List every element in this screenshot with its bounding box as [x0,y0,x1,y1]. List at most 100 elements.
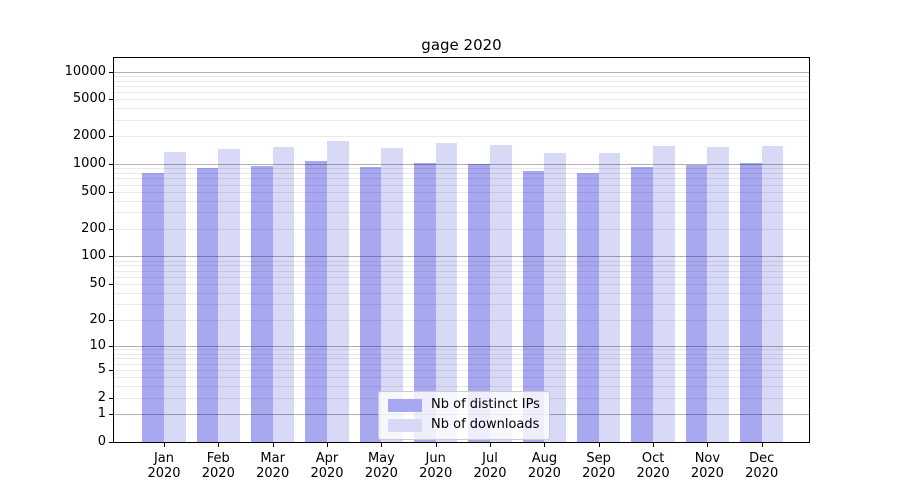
minor-gridline [114,85,809,87]
minor-gridline [114,212,809,214]
x-tick-label: Jun 2020 [419,451,453,481]
bar-downloads [327,140,349,442]
legend-swatch-downloads [388,418,422,432]
y-tick-label: 1000 [72,156,106,172]
y-tick-label: 1 [97,406,106,422]
y-tick-label: 500 [81,184,106,199]
y-tick-mark [109,283,113,285]
x-tick-mark [327,443,328,447]
x-tick-mark [218,443,220,447]
minor-gridline [114,80,809,82]
bar-downloads [381,147,404,442]
x-tick-label: Aug 2020 [527,451,561,481]
chart-title: gage 2020 [421,36,502,54]
y-tick-label: 2000 [72,128,106,144]
x-tick-mark [653,443,655,447]
bar-distinct-ips [359,166,382,442]
x-tick-label: May 2020 [364,451,398,481]
y-tick-label: 5 [97,361,106,377]
bar-distinct-ips [142,173,164,442]
bar-distinct-ips [685,164,708,442]
y-tick-label: 5000 [72,91,106,107]
legend-item-distinct-ips: Nb of distinct IPs [388,397,540,413]
x-tick-mark [490,443,491,447]
minor-gridline [114,136,809,138]
y-tick-mark [109,319,113,321]
minor-gridline [114,292,809,294]
minor-gridline [114,200,809,202]
minor-gridline [114,270,809,272]
y-tick-mark [109,369,113,371]
x-tick-label: Mar 2020 [256,451,290,481]
x-tick-mark [544,443,546,447]
bar-distinct-ips [740,163,762,442]
minor-gridline [114,178,809,180]
minor-gridline [114,168,809,170]
minor-gridline [114,276,809,278]
minor-gridline [114,192,809,193]
minor-gridline [114,377,809,379]
minor-gridline [114,99,809,101]
y-tick-label: 2 [97,389,106,405]
y-tick-label: 100 [81,248,106,264]
minor-gridline [114,184,809,186]
bars-layer [114,58,809,442]
bar-distinct-ips [631,167,654,442]
bar-downloads [218,148,240,442]
minor-gridline [114,358,809,360]
bar-downloads [272,147,295,442]
minor-gridline [114,386,809,388]
x-tick-label: Apr 2020 [310,451,344,481]
y-tick-label: 10 [89,337,106,353]
x-tick-mark [381,443,383,447]
y-tick-label: 200 [81,220,106,236]
x-tick-mark [707,443,709,447]
bar-downloads [598,152,621,442]
x-tick-label: Jul 2020 [473,451,507,481]
y-tick-mark [109,192,113,193]
x-tick-label: Dec 2020 [745,451,779,481]
legend-swatch-distinct-ips [388,398,422,412]
bar-distinct-ips [414,162,436,442]
y-tick-mark [109,256,113,258]
y-tick-mark [109,397,113,399]
y-tick-mark [109,414,113,416]
x-tick-label: Nov 2020 [690,451,724,481]
bar-distinct-ips [468,163,490,442]
minor-gridline [114,75,809,77]
bar-distinct-ips [577,172,599,442]
minor-gridline [114,319,809,321]
minor-gridline [114,108,809,110]
y-tick-label: 0 [97,434,106,449]
y-tick-mark [109,136,113,138]
x-tick-mark [272,443,274,447]
minor-gridline [114,173,809,175]
minor-gridline [114,363,809,365]
y-tick-mark [109,99,113,101]
bar-downloads [653,145,675,442]
x-tick-mark [164,443,165,447]
bar-distinct-ips [305,161,327,442]
bar-distinct-ips [251,165,273,442]
y-tick-label: 50 [89,275,106,291]
bar-distinct-ips [522,170,545,442]
y-tick-mark [109,442,113,443]
minor-gridline [114,303,809,305]
major-gridline [114,164,809,166]
minor-gridline [114,260,809,262]
bar-downloads [164,152,186,442]
minor-gridline [114,349,809,351]
legend-label-distinct-ips: Nb of distinct IPs [431,397,540,412]
bar-downloads [707,147,730,442]
x-tick-mark [761,443,763,447]
legend-item-downloads: Nb of downloads [388,417,540,433]
bar-downloads [435,142,458,442]
y-tick-mark [109,71,113,73]
x-tick-label: Feb 2020 [201,451,235,481]
y-tick-mark [109,164,113,166]
minor-gridline [114,353,809,355]
y-tick-label: 10000 [64,63,106,79]
x-tick-label: Oct 2020 [636,451,670,481]
major-gridline [114,71,809,73]
